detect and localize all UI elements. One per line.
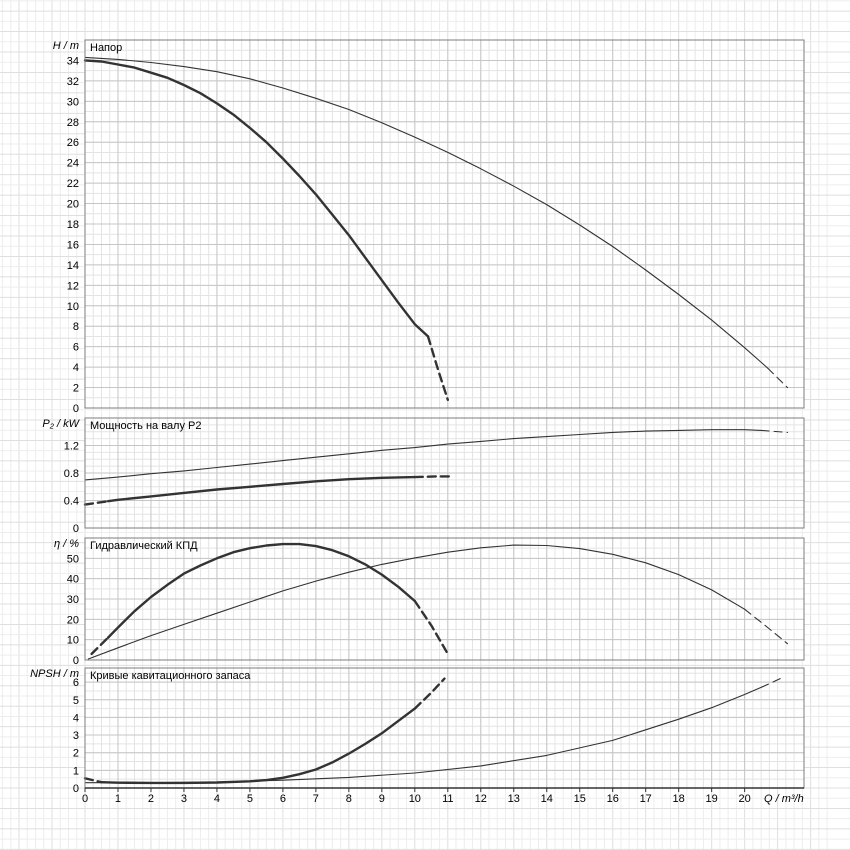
y-axis-unit-power: P₂ / kW bbox=[42, 418, 80, 430]
x-tick-label: 16 bbox=[607, 793, 619, 805]
panel-frame-head bbox=[84, 39, 805, 409]
y-tick-label-head: 22 bbox=[67, 178, 79, 190]
y-tick-label-head: 20 bbox=[67, 199, 79, 211]
x-tick-label: 0 bbox=[82, 793, 88, 805]
y-tick-label-efficiency: 0 bbox=[73, 655, 79, 667]
y-tick-label-head: 8 bbox=[73, 321, 79, 333]
x-axis: 0 1 2 3 4 5 6 7 8 9 10 11 12 13 14 15 16 17 18 19 20 Q / m³/h bbox=[82, 787, 804, 805]
efficiency-duty-curve-dashed-1 bbox=[413, 599, 449, 656]
x-tick-label: 12 bbox=[475, 793, 487, 805]
panel-title-head: Напор bbox=[90, 42, 122, 54]
x-tick-label: 7 bbox=[313, 793, 319, 805]
y-axis-unit-efficiency: η / % bbox=[54, 538, 79, 550]
x-tick-label: 17 bbox=[640, 793, 652, 805]
y-tick-label-efficiency: 20 bbox=[67, 614, 79, 626]
panel-efficiency: Гидравлический КПД η / % 0 10 20 30 40 50 bbox=[54, 537, 805, 667]
x-tick-label: 5 bbox=[247, 793, 253, 805]
panel-title-npsh: Кривые кавитационного запаса bbox=[90, 670, 251, 682]
panel-power: Мощность на валу P2 P₂ / kW 0 0.4 0.8 1.2 bbox=[42, 417, 805, 535]
y-tick-label-head: 16 bbox=[67, 239, 79, 251]
efficiency-max-curve bbox=[87, 544, 746, 660]
y-tick-label-power: 0 bbox=[73, 523, 79, 535]
panel-title-power: Мощность на валу P2 bbox=[90, 420, 202, 432]
y-axis-unit-npsh: NPSH / m bbox=[30, 668, 79, 680]
x-tick-label: 10 bbox=[409, 793, 421, 805]
y-tick-label-power: 1.2 bbox=[64, 441, 79, 453]
head-duty-curve-dashed-0 bbox=[426, 335, 449, 401]
y-tick-label-head: 4 bbox=[73, 362, 79, 374]
npsh-max-curve-dashed-0 bbox=[760, 676, 785, 688]
y-tick-label-npsh: 5 bbox=[73, 695, 79, 707]
efficiency-duty-curve-dashed-0 bbox=[90, 636, 110, 656]
y-tick-label-head: 18 bbox=[67, 219, 79, 231]
power-max-curve bbox=[84, 429, 762, 481]
y-tick-label-head: 24 bbox=[67, 158, 79, 170]
efficiency-duty-curve bbox=[106, 542, 416, 639]
y-tick-label-efficiency: 30 bbox=[67, 594, 79, 606]
y-tick-label-head: 6 bbox=[73, 342, 79, 354]
head-max-curve bbox=[84, 56, 769, 369]
x-tick-label: 14 bbox=[541, 793, 553, 805]
y-tick-label-head: 32 bbox=[67, 76, 79, 88]
npsh-duty-curve-dashed-1 bbox=[413, 677, 446, 710]
y-tick-label-npsh: 4 bbox=[73, 712, 79, 724]
y-axis-unit-head: H / m bbox=[53, 40, 79, 52]
power-duty-curve bbox=[106, 475, 416, 503]
y-tick-label-head: 26 bbox=[67, 137, 79, 149]
x-tick-label: 13 bbox=[508, 793, 520, 805]
y-tick-label-efficiency: 40 bbox=[67, 574, 79, 586]
y-tick-label-head: 30 bbox=[67, 96, 79, 108]
y-tick-label-head: 0 bbox=[73, 403, 79, 415]
x-tick-label: 1 bbox=[115, 793, 121, 805]
efficiency-max-curve-dashed-0 bbox=[744, 608, 789, 645]
y-tick-label-npsh: 6 bbox=[73, 677, 79, 689]
panel-npsh: Кривые кавитационного запаса NPSH / m 0 1 2 3… bbox=[30, 667, 805, 795]
y-tick-label-efficiency: 10 bbox=[67, 635, 79, 647]
x-tick-label: 3 bbox=[181, 793, 187, 805]
y-tick-label-power: 0.8 bbox=[64, 468, 79, 480]
y-tick-label-npsh: 1 bbox=[73, 765, 79, 777]
x-axis-label: Q / m³/h bbox=[764, 793, 804, 805]
y-tick-label-npsh: 2 bbox=[73, 748, 79, 760]
x-tick-label: 9 bbox=[379, 793, 385, 805]
x-tick-label: 2 bbox=[148, 793, 154, 805]
head-max-curve-dashed-0 bbox=[767, 367, 789, 389]
x-tick-label: 6 bbox=[280, 793, 286, 805]
power-duty-curve-dashed-1 bbox=[413, 475, 453, 479]
y-tick-label-head: 14 bbox=[67, 260, 79, 272]
y-tick-label-npsh: 0 bbox=[73, 783, 79, 795]
panel-frame-power bbox=[84, 417, 805, 529]
x-tick-label: 19 bbox=[706, 793, 718, 805]
y-tick-label-npsh: 3 bbox=[73, 730, 79, 742]
x-tick-label: 20 bbox=[739, 793, 751, 805]
npsh-max-curve bbox=[84, 686, 762, 784]
panel-frame-efficiency bbox=[84, 537, 805, 661]
power-duty-curve-dashed-0 bbox=[83, 500, 110, 506]
head-duty-curve bbox=[83, 59, 430, 338]
x-tick-label: 4 bbox=[214, 793, 220, 805]
power-max-curve-dashed-0 bbox=[760, 429, 789, 433]
npsh-duty-curve-dashed-0 bbox=[83, 777, 103, 784]
y-tick-label-head: 2 bbox=[73, 383, 79, 395]
x-tick-label: 11 bbox=[442, 793, 453, 805]
panel-title-efficiency: Гидравлический КПД bbox=[90, 540, 198, 552]
y-tick-label-power: 0.4 bbox=[64, 496, 79, 508]
y-tick-label-head: 28 bbox=[67, 117, 79, 129]
x-tick-label: 15 bbox=[574, 793, 586, 805]
y-tick-label-head: 34 bbox=[67, 55, 79, 67]
y-tick-label-efficiency: 50 bbox=[67, 553, 79, 565]
x-tick-label: 18 bbox=[673, 793, 685, 805]
y-tick-label-head: 10 bbox=[67, 301, 79, 313]
y-tick-label-head: 12 bbox=[67, 280, 79, 292]
x-tick-label: 8 bbox=[346, 793, 352, 805]
